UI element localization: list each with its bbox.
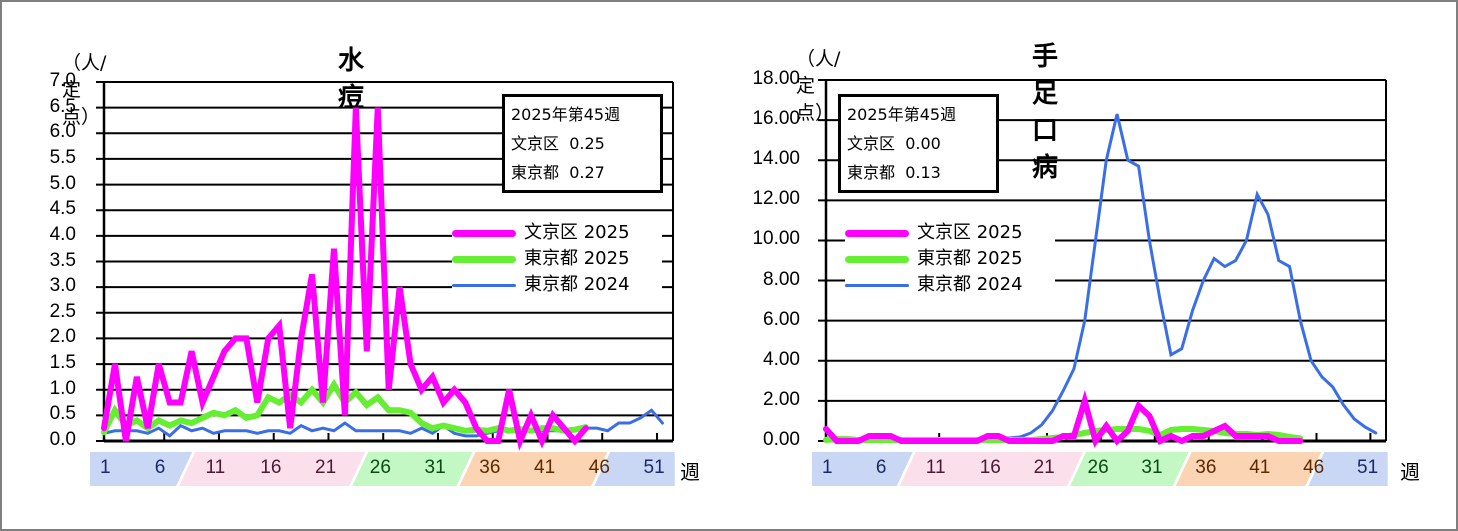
week-tick-label: 6 xyxy=(154,457,166,478)
legend-item-tokyo-2024: 東京都 2024 xyxy=(845,272,1055,298)
info-box: 2025年第45週 文京区 0.25 東京都 0.27 xyxy=(502,94,663,193)
info-week: 2025年第45週 xyxy=(511,105,621,124)
info-tokyo: 東京都 0.13 xyxy=(847,163,941,182)
week-tick-label: 46 xyxy=(1303,457,1325,478)
info-box: 2025年第45週 文京区 0.00 東京都 0.13 xyxy=(838,94,999,193)
week-tick-label: 31 xyxy=(1141,457,1163,478)
y-tick-label: 2.0 xyxy=(49,326,76,348)
legend-swatch xyxy=(452,283,516,287)
week-tick-label: 6 xyxy=(875,457,887,478)
y-tick-label: 3.0 xyxy=(49,275,76,297)
week-tick-label: 36 xyxy=(1195,457,1217,478)
y-tick-label: 4.5 xyxy=(49,198,76,220)
y-tick-label: 2.00 xyxy=(763,388,800,410)
y-tick-label: 18.00 xyxy=(752,68,800,89)
y-tick-label: 6.0 xyxy=(49,121,76,143)
week-tick-label: 1 xyxy=(822,457,833,478)
week-tick-label: 26 xyxy=(369,457,391,478)
week-tick-label: 26 xyxy=(1087,457,1109,478)
info-bunkyo: 文京区 0.25 xyxy=(511,134,605,153)
info-week: 2025年第45週 xyxy=(847,105,957,124)
y-tick-label: 0.00 xyxy=(763,429,800,450)
y-tick-label: 0.0 xyxy=(49,429,76,450)
y-tick-label: 1.5 xyxy=(49,352,76,374)
info-bunkyo: 文京区 0.00 xyxy=(847,134,941,153)
week-unit-label: 週 xyxy=(680,460,700,484)
y-tick-label: 5.5 xyxy=(49,146,76,168)
week-tick-label: 31 xyxy=(424,457,446,478)
y-tick-label: 4.0 xyxy=(49,223,76,245)
y-tick-label: 6.5 xyxy=(49,95,76,117)
week-unit-label: 週 xyxy=(1400,460,1420,484)
series-line xyxy=(823,390,1304,448)
legend-item-tokyo-2025: 東京都 2025 xyxy=(452,246,662,272)
week-tick-label: 41 xyxy=(1249,457,1271,478)
legend-swatch xyxy=(452,255,516,263)
legend: 文京区 2025 東京都 2025 東京都 2024 xyxy=(845,220,1055,298)
legend-swatch xyxy=(845,283,909,287)
y-tick-label: 0.5 xyxy=(49,403,76,425)
y-tick-label: 6.00 xyxy=(763,308,800,330)
week-tick-label: 16 xyxy=(260,457,282,478)
week-tick-label: 11 xyxy=(925,457,946,478)
y-tick-label: 3.5 xyxy=(49,249,76,271)
y-tick-label: 2.5 xyxy=(49,300,76,322)
legend-item-bunkyo-2025: 文京区 2025 xyxy=(452,220,662,246)
info-tokyo: 東京都 0.27 xyxy=(511,163,605,182)
legend-item-tokyo-2024: 東京都 2024 xyxy=(452,272,662,298)
week-tick-label: 11 xyxy=(205,457,226,478)
legend-swatch xyxy=(452,229,516,237)
week-tick-label: 21 xyxy=(315,457,337,478)
week-tick-label: 46 xyxy=(588,457,610,478)
week-tick-label: 51 xyxy=(1357,457,1379,478)
week-tick-label: 21 xyxy=(1033,457,1055,478)
y-tick-label: 12.00 xyxy=(752,188,800,210)
y-tick-label: 10.00 xyxy=(752,228,800,250)
y-tick-label: 5.0 xyxy=(49,172,76,194)
y-tick-label: 14.00 xyxy=(752,148,800,170)
legend: 文京区 2025 東京都 2025 東京都 2024 xyxy=(452,220,662,298)
legend-item-bunkyo-2025: 文京区 2025 xyxy=(845,220,1055,246)
y-tick-label: 4.00 xyxy=(763,348,800,370)
y-tick-label: 1.0 xyxy=(49,377,76,399)
week-tick-label: 36 xyxy=(479,457,501,478)
week-tick-label: 1 xyxy=(100,457,111,478)
legend-swatch xyxy=(845,229,909,237)
series-line xyxy=(101,107,589,451)
legend-item-tokyo-2025: 東京都 2025 xyxy=(845,246,1055,272)
legend-swatch xyxy=(845,255,909,263)
y-tick-label: 16.00 xyxy=(752,108,800,130)
week-tick-label: 41 xyxy=(534,457,556,478)
y-unit-label: （人/定点） xyxy=(62,52,107,128)
week-tick-label: 51 xyxy=(643,457,665,478)
y-tick-label: 7.0 xyxy=(49,70,76,91)
y-tick-label: 8.00 xyxy=(763,268,800,290)
week-tick-label: 16 xyxy=(979,457,1001,478)
y-unit-label: （人/定点） xyxy=(796,48,841,124)
